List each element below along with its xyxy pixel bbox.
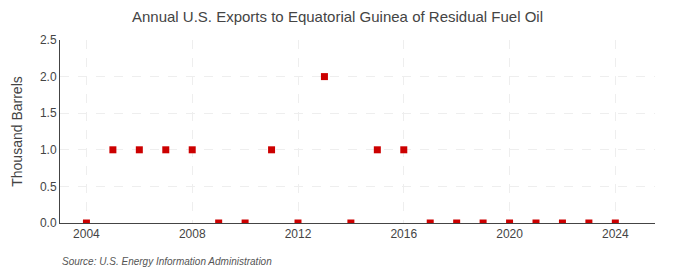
svg-text:Thousand Barrels: Thousand Barrels [9,76,25,187]
svg-text:0.5: 0.5 [40,180,57,194]
svg-text:2.0: 2.0 [40,70,57,84]
svg-text:2020: 2020 [496,227,523,241]
svg-text:Source: U.S. Energy Informatio: Source: U.S. Energy Information Administ… [62,256,272,267]
svg-text:0.0: 0.0 [40,216,57,230]
svg-text:2004: 2004 [73,227,100,241]
svg-text:1.0: 1.0 [40,143,57,157]
svg-text:2012: 2012 [285,227,312,241]
svg-text:2008: 2008 [179,227,206,241]
svg-text:1.5: 1.5 [40,106,57,120]
svg-text:Annual U.S. Exports to Equator: Annual U.S. Exports to Equatorial Guinea… [132,8,543,25]
svg-text:2024: 2024 [602,227,629,241]
svg-text:2.5: 2.5 [40,33,57,47]
svg-text:2016: 2016 [390,227,417,241]
